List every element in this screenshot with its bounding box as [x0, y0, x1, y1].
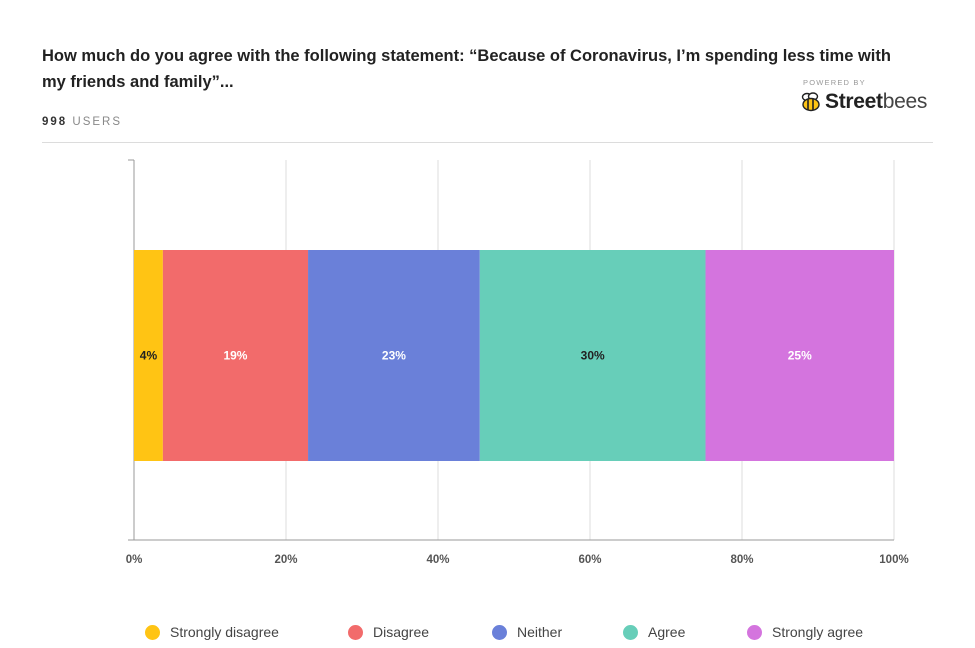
powered-by-label: POWERED BY [803, 78, 866, 87]
legend-swatch [623, 624, 638, 640]
data-label: 23% [382, 349, 406, 363]
legend-swatch [747, 624, 762, 640]
legend-label: Strongly agree [772, 624, 864, 640]
legend-item: Disagree [348, 624, 429, 640]
brand-name: Streetbees [825, 90, 927, 114]
legend-swatch [145, 624, 160, 640]
bar-segment [162, 250, 309, 461]
legend-label: Agree [648, 624, 686, 640]
legend-item: Neither [492, 624, 562, 640]
legend-label: Neither [517, 624, 563, 640]
x-tick-label: 80% [730, 554, 753, 566]
bar-segment [134, 250, 163, 461]
legend-swatch [492, 624, 507, 640]
user-count-label: USERS [72, 116, 123, 128]
legend-label: Strongly disagree [170, 624, 279, 640]
streetbees-logo: Streetbees [800, 89, 927, 115]
legend-label: Disagree [373, 624, 430, 640]
user-count: 998 USERS [42, 116, 122, 128]
data-label: 4% [140, 349, 158, 363]
legend-item: Agree [623, 624, 685, 640]
data-label: 30% [581, 349, 605, 363]
bee-icon [801, 92, 820, 112]
bar-segment [308, 250, 480, 461]
bar-segment [705, 250, 894, 461]
x-tick-label: 100% [879, 554, 908, 566]
x-tick-label: 20% [274, 554, 297, 566]
chart-title: How much do you agree with the following… [42, 47, 891, 91]
header-divider [42, 142, 933, 143]
legend-swatch [348, 624, 363, 640]
user-count-value: 998 [42, 116, 68, 128]
x-tick-label: 60% [578, 554, 601, 566]
legend-item: Strongly agree [747, 624, 863, 640]
x-tick-label: 0% [126, 554, 143, 566]
legend-item: Strongly disagree [145, 624, 279, 640]
bar-segment [479, 250, 706, 461]
brand-name-light: bees [882, 90, 928, 113]
brand-name-bold: Street [825, 90, 883, 113]
chart-legend: Strongly disagree Disagree Neither Agree Str… [0, 624, 975, 648]
data-label: 19% [223, 349, 247, 363]
x-tick-label: 40% [426, 554, 449, 566]
data-label: 25% [788, 349, 812, 363]
